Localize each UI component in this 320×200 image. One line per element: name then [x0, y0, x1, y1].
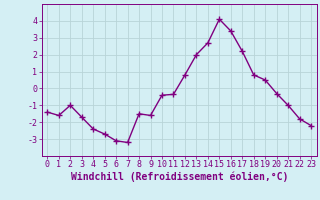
X-axis label: Windchill (Refroidissement éolien,°C): Windchill (Refroidissement éolien,°C): [70, 172, 288, 182]
